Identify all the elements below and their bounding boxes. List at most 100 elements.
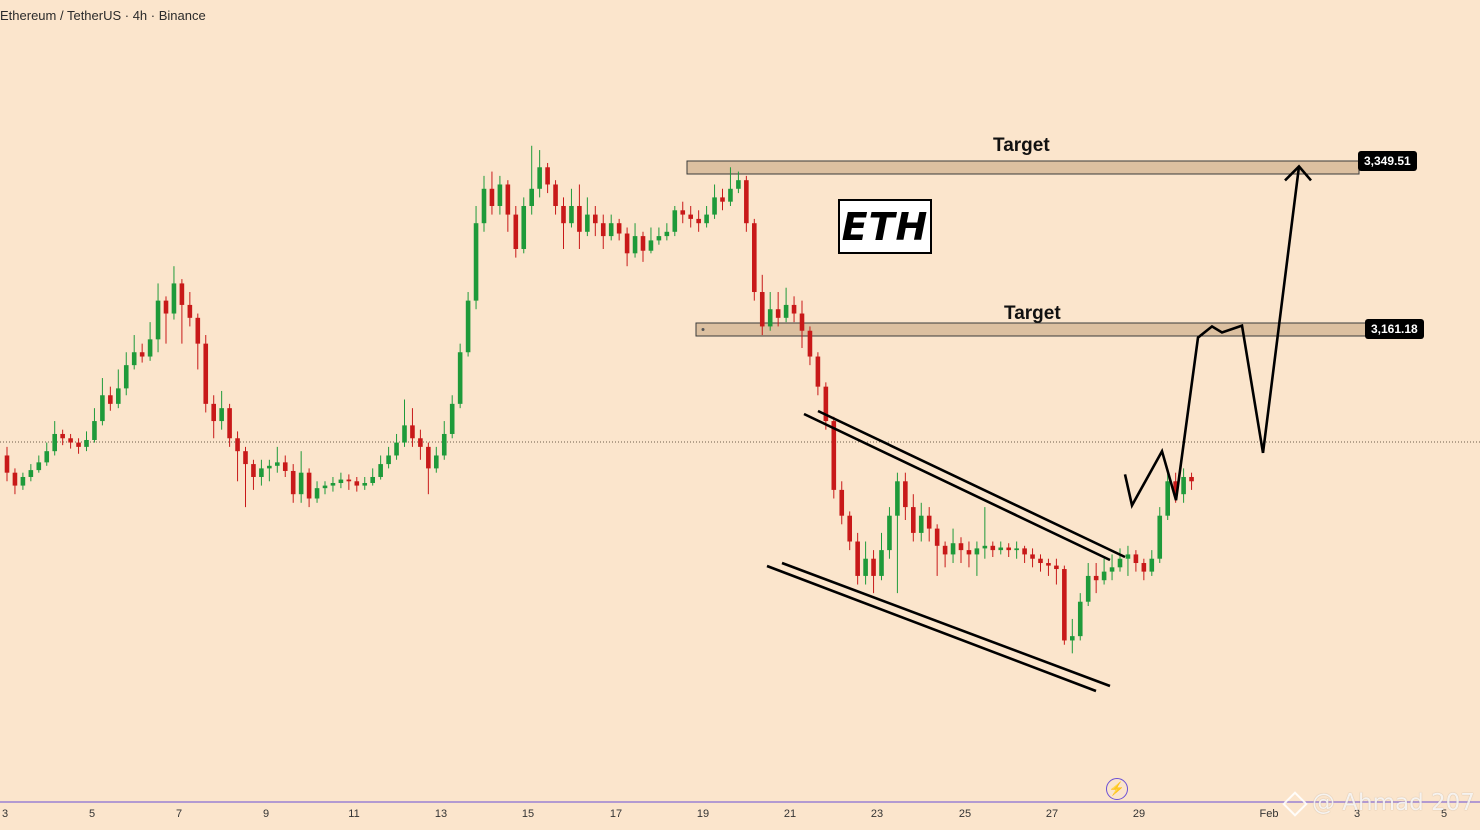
candle[interactable] [370, 476, 375, 484]
candle[interactable] [839, 489, 845, 516]
candle[interactable] [131, 352, 137, 366]
candle[interactable] [624, 233, 630, 254]
candle[interactable] [608, 223, 614, 237]
candle[interactable] [227, 408, 232, 439]
candle[interactable] [36, 462, 42, 471]
candle[interactable] [704, 214, 709, 224]
candle[interactable] [1117, 558, 1123, 568]
candle[interactable] [783, 304, 789, 318]
candle[interactable] [815, 356, 821, 387]
candle[interactable] [4, 455, 10, 473]
candle[interactable] [203, 343, 209, 404]
candle[interactable] [1006, 547, 1011, 551]
channel-lower-line-2[interactable] [781, 561, 1111, 688]
candle[interactable] [672, 210, 678, 232]
candle[interactable] [728, 188, 733, 202]
candle[interactable] [1125, 554, 1131, 559]
candle[interactable] [116, 388, 121, 404]
candle[interactable] [998, 547, 1004, 551]
candle[interactable] [12, 472, 18, 486]
candle[interactable] [569, 205, 574, 224]
candle[interactable] [887, 515, 892, 551]
candle[interactable] [537, 167, 542, 189]
candle[interactable] [791, 304, 797, 314]
candle[interactable] [426, 446, 431, 469]
candle[interactable] [911, 507, 916, 533]
candle[interactable] [918, 515, 924, 533]
candle[interactable] [1149, 558, 1155, 572]
candle[interactable] [807, 330, 813, 357]
candle[interactable] [553, 184, 558, 206]
candle[interactable] [410, 425, 415, 439]
candle[interactable] [28, 470, 34, 477]
candle[interactable] [139, 352, 145, 357]
candle[interactable] [903, 481, 908, 508]
candle[interactable] [974, 548, 980, 555]
candle[interactable] [759, 292, 765, 327]
candle[interactable] [100, 395, 105, 422]
candle[interactable] [879, 550, 884, 576]
candle[interactable] [457, 352, 463, 404]
candle[interactable] [497, 184, 503, 206]
projection-path[interactable] [1123, 164, 1312, 510]
candle[interactable] [863, 558, 868, 576]
candle[interactable] [219, 408, 224, 422]
candle[interactable] [187, 304, 193, 318]
candle[interactable] [306, 472, 312, 499]
candle[interactable] [84, 439, 89, 447]
candle[interactable] [1046, 563, 1051, 566]
candle[interactable] [243, 451, 248, 465]
candle[interactable] [640, 236, 646, 251]
candle[interactable] [950, 543, 956, 555]
candle[interactable] [799, 313, 805, 331]
projection-line[interactable] [1123, 166, 1301, 510]
candle[interactable] [1181, 476, 1186, 495]
candle[interactable] [990, 545, 996, 551]
candle[interactable] [1109, 567, 1115, 572]
candle[interactable] [195, 317, 201, 344]
candle[interactable] [1022, 548, 1027, 555]
channel-upper-line-2[interactable] [817, 409, 1126, 559]
candle[interactable] [489, 188, 495, 206]
candle[interactable] [1062, 569, 1067, 641]
candle[interactable] [1093, 575, 1099, 581]
candle[interactable] [1101, 571, 1107, 581]
candle[interactable] [314, 488, 320, 499]
candle[interactable] [251, 464, 256, 477]
candle[interactable] [44, 451, 50, 463]
candle[interactable] [362, 483, 368, 486]
candle[interactable] [330, 483, 336, 486]
candle[interactable] [752, 223, 757, 293]
candle[interactable] [736, 180, 741, 189]
candle[interactable] [926, 515, 932, 529]
candle[interactable] [402, 425, 407, 443]
candle[interactable] [767, 309, 773, 327]
candle[interactable] [1133, 554, 1139, 564]
candle[interactable] [481, 188, 487, 224]
descending-channel[interactable] [766, 409, 1126, 693]
candle[interactable] [163, 300, 169, 314]
candle[interactable] [155, 300, 161, 340]
target-zone-upper[interactable] [686, 160, 1360, 175]
candle[interactable] [616, 223, 622, 234]
candle[interactable] [688, 214, 693, 219]
channel-upper-line-1[interactable] [803, 412, 1111, 562]
candle[interactable] [513, 214, 519, 250]
candle[interactable] [871, 558, 876, 576]
candle[interactable] [418, 438, 423, 447]
candle[interactable] [696, 218, 701, 224]
candle[interactable] [895, 481, 900, 516]
channel-lower-line-1[interactable] [766, 564, 1097, 693]
candle[interactable] [855, 541, 860, 576]
candle[interactable] [76, 442, 81, 447]
candle[interactable] [108, 395, 113, 404]
candle[interactable] [521, 205, 527, 250]
candle[interactable] [632, 236, 638, 254]
candle[interactable] [585, 214, 590, 232]
candle[interactable] [1141, 563, 1147, 572]
candle[interactable] [354, 481, 360, 486]
candle[interactable] [290, 470, 296, 495]
candle[interactable] [473, 223, 479, 301]
candle[interactable] [712, 197, 717, 215]
